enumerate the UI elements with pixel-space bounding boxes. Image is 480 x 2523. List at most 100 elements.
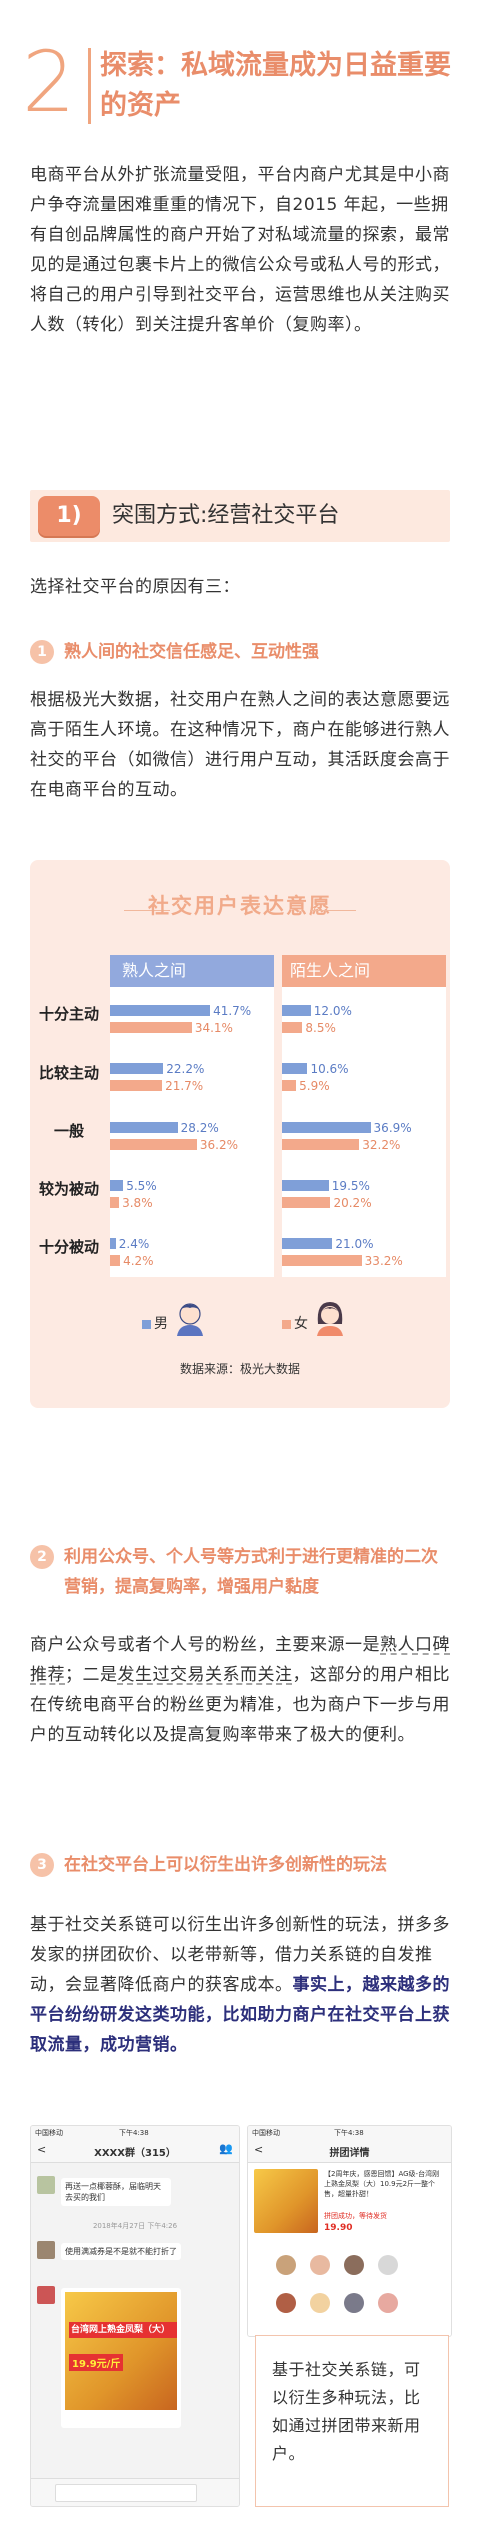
chart-bar bbox=[110, 1180, 124, 1191]
point-2-body-part3: ，这部分的用户相比在传统电商平台的粉丝更为精准，也为商户下一步与用户的互动转化以… bbox=[30, 1665, 450, 1745]
point-2-body-part1: 商户公众号或者个人号的粉丝，主要来源一是 bbox=[30, 1635, 380, 1655]
product-price: 19.90 bbox=[324, 2223, 353, 2233]
avatar bbox=[310, 2255, 330, 2275]
bar-value-label: 32.2% bbox=[362, 1138, 401, 1152]
category-label: 较为被动 bbox=[38, 1180, 99, 1198]
reasons-intro: 选择社交平台的原因有三： bbox=[30, 577, 240, 597]
chat-timestamp: 2018年4月27日 下午4:26 bbox=[92, 2222, 178, 2230]
chart-bar bbox=[110, 1122, 178, 1133]
content-area: 【2周年庆，感恩回馈】AG级-台湾刚上熟金凤梨（大）10.9元2斤一整个售，超量… bbox=[248, 2163, 451, 2336]
bar-value-label: 33.2% bbox=[364, 1254, 403, 1268]
back-icon[interactable]: < bbox=[37, 2143, 47, 2156]
status-time: 下午4:38 bbox=[334, 2129, 364, 2137]
group-members-icon[interactable]: 👥 bbox=[219, 2142, 233, 2155]
avatar bbox=[276, 2293, 296, 2313]
point-1-title: 熟人间的社交信任感足、互动性强 bbox=[64, 642, 319, 662]
bar-value-label: 28.2% bbox=[180, 1121, 219, 1135]
chart-bar bbox=[110, 1022, 192, 1033]
chart-bars: 41.7% 34.1% 22.2% 21.7% 28.2% 36.2% 5.5% 3.8% 2.… bbox=[30, 860, 450, 1408]
bar-value-label: 21.7% bbox=[165, 1079, 204, 1093]
status-carrier: 中国移动 bbox=[252, 2129, 280, 2137]
point-2-number: 2 bbox=[30, 1545, 54, 1569]
point-1-body: 根据极光大数据，社交用户在熟人之间的表达意愿要远高于陌生人环境。在这种情况下，商… bbox=[30, 690, 450, 800]
avatar bbox=[378, 2293, 398, 2313]
section-divider bbox=[88, 48, 91, 124]
bar-value-label: 34.1% bbox=[194, 1021, 233, 1035]
bar-value-label: 5.5% bbox=[126, 1179, 157, 1193]
bar-value-label: 5.9% bbox=[299, 1079, 330, 1093]
product-image bbox=[254, 2169, 318, 2233]
order-status: 拼团成功，等待发货 bbox=[324, 2212, 387, 2220]
avatar bbox=[310, 2293, 330, 2313]
chart-bar bbox=[282, 1255, 362, 1266]
chart-bar bbox=[282, 1080, 297, 1091]
page-title: 拼团详情 bbox=[329, 2148, 370, 2159]
status-bar: 中国移动 下午4:38 bbox=[248, 2126, 451, 2140]
shared-card[interactable]: 台湾网上熟金凤梨（大） 19.9元/斤 bbox=[61, 2288, 181, 2428]
chart-bar bbox=[282, 1238, 333, 1249]
chart-bar bbox=[282, 1022, 303, 1033]
point-2-body-underline2: 发生过交易关系而关注 bbox=[117, 1665, 293, 1685]
chart-bar bbox=[282, 1197, 331, 1208]
chart-bar bbox=[110, 1080, 163, 1091]
avatar bbox=[37, 2286, 55, 2304]
bar-value-label: 8.5% bbox=[305, 1021, 336, 1035]
point-2-body: 商户公众号或者个人号的粉丝，主要来源一是熟人口碑推荐；二是发生过交易关系而关注，… bbox=[30, 1630, 450, 1750]
group-chat-screenshot: 中国移动 下午4:38 < XXXX群（315） 👥 再送一点椰蓉酥，届临明天去… bbox=[30, 2125, 240, 2507]
chart-bar bbox=[282, 1139, 360, 1150]
male-avatar-icon bbox=[177, 1303, 203, 1336]
chart-title: 社交用户表达意愿 bbox=[148, 894, 332, 918]
legend-female-label: 女 bbox=[294, 1316, 308, 1332]
category-label: 一般 bbox=[53, 1122, 84, 1140]
chart-card: 社交用户表达意愿 熟人之间 陌生人之间 十分主动 比较主动 一般 较为被动 十分… bbox=[30, 860, 450, 1408]
bar-value-label: 10.6% bbox=[310, 1062, 349, 1076]
avatar bbox=[344, 2255, 364, 2275]
avatar bbox=[37, 2176, 55, 2194]
subsection-title: 突围方式:经营社交平台 bbox=[112, 503, 340, 528]
chart-bar bbox=[110, 1255, 121, 1266]
point-3-title: 在社交平台上可以衍生出许多创新性的玩法 bbox=[64, 1855, 387, 1875]
bar-value-label: 22.2% bbox=[166, 1062, 205, 1076]
chart-bar bbox=[110, 1238, 116, 1249]
bar-value-label: 20.2% bbox=[333, 1196, 372, 1210]
pineapple-image bbox=[65, 2292, 177, 2410]
status-carrier: 中国移动 bbox=[35, 2129, 63, 2137]
chat-input[interactable] bbox=[55, 2484, 197, 2502]
point-3-body: 基于社交关系链可以衍生出许多创新性的玩法，拼多多发家的拼团砍价、以老带新等，借力… bbox=[30, 1910, 450, 2060]
avatar bbox=[37, 2241, 55, 2259]
group-header-acquaintance: 熟人之间 bbox=[110, 955, 274, 987]
chart-source: 数据来源：极光大数据 bbox=[179, 1362, 300, 1376]
category-label: 十分被动 bbox=[38, 1238, 99, 1256]
bar-value-label: 41.7% bbox=[213, 1004, 252, 1018]
chart-bar bbox=[282, 1122, 371, 1133]
chart-bar bbox=[110, 1063, 164, 1074]
status-time: 下午4:38 bbox=[119, 2129, 149, 2137]
point-2-title: 利用公众号、个人号等方式利于进行更精准的二次营销，提高复购率，增强用户黏度 bbox=[64, 1547, 438, 1597]
chart-bar bbox=[282, 1063, 308, 1074]
bar-value-label: 2.4% bbox=[118, 1237, 150, 1251]
section-title: 探索：私域流量成为日益重要的资产 bbox=[100, 50, 451, 121]
legend-male-swatch bbox=[142, 1320, 151, 1329]
chat-message: 使用满减券是不是就不能打折了 bbox=[61, 2243, 181, 2260]
point-3-body-bold: 事实上，越来越多的平台纷纷研发这类功能，比如助力商户在社交平台上获取流量，成功营… bbox=[30, 1975, 450, 2055]
chat-header: < XXXX群（315） 👥 bbox=[31, 2140, 239, 2163]
chat-title: XXXX群（315） bbox=[94, 2148, 176, 2159]
bar-value-label: 36.2% bbox=[199, 1138, 238, 1152]
point-2-body-underline1: 熟人口碑推荐 bbox=[30, 1635, 450, 1685]
point-3-number: 3 bbox=[30, 1853, 54, 1877]
group-header-stranger: 陌生人之间 bbox=[282, 955, 446, 987]
point-2-body-part2: ；二是 bbox=[65, 1665, 118, 1685]
chart-bar bbox=[110, 1005, 211, 1016]
status-bar: 中国移动 下午4:38 bbox=[31, 2126, 239, 2140]
chat-input-bar bbox=[31, 2478, 239, 2506]
bar-value-label: 4.2% bbox=[123, 1254, 154, 1268]
back-icon[interactable]: < bbox=[254, 2143, 264, 2156]
subsection-banner-bg bbox=[30, 490, 450, 542]
bar-value-label: 19.5% bbox=[331, 1179, 370, 1193]
avatar bbox=[378, 2255, 398, 2275]
category-label: 比较主动 bbox=[38, 1064, 99, 1082]
page-header: < 拼团详情 bbox=[248, 2140, 451, 2163]
chart-bar bbox=[110, 1197, 120, 1208]
note-text: 基于社交关系链，可以衍生多种玩法，比如通过拼团带来新用户。 bbox=[272, 2360, 421, 2463]
point-3-body-plain: 基于社交关系链可以衍生出许多创新性的玩法，拼多多发家的拼团砍价、以老带新等，借力… bbox=[30, 1915, 450, 1995]
